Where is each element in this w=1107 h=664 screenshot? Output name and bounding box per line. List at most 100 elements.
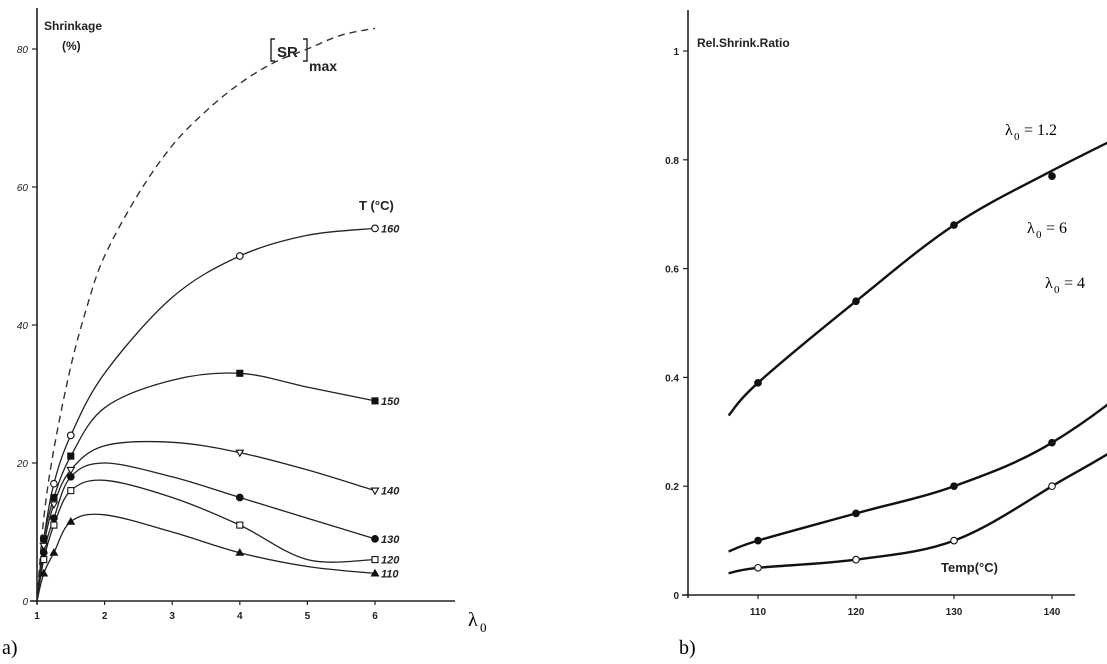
panel-a-x-label-text: λ bbox=[468, 609, 478, 631]
panel-a-y-ticks: 0 20 40 60 80 bbox=[16, 45, 37, 608]
series-marker-110 bbox=[66, 517, 76, 525]
max-shrinkage-curve bbox=[36, 27, 376, 602]
series-label-lambda-1-2-symbol: λ bbox=[1005, 122, 1013, 139]
series-marker-150 bbox=[67, 452, 75, 460]
panel-b-x-label: Temp(°C) bbox=[941, 560, 998, 575]
b-series-marker-0 bbox=[950, 221, 958, 229]
series-marker-130 bbox=[50, 514, 58, 523]
series-marker-160 bbox=[50, 479, 58, 488]
series-marker-120 bbox=[371, 556, 379, 564]
max-bracket-right bbox=[303, 38, 308, 62]
panel-a-x-label: λ 0 bbox=[468, 609, 487, 635]
b-series-line-0 bbox=[727, 141, 1107, 417]
series-marker-130 bbox=[39, 548, 48, 557]
a-y-tick-label: 80 bbox=[17, 45, 29, 56]
series-label-lambda-6: λ 0 = 6 bbox=[1027, 220, 1067, 241]
a-x-tick-label: 2 bbox=[102, 611, 108, 622]
series-marker-110 bbox=[370, 568, 380, 577]
series-marker-160 bbox=[66, 431, 75, 440]
a-x-tick-label: 1 bbox=[34, 611, 40, 622]
panel-b-curves bbox=[727, 141, 1107, 575]
series-label-lambda-1-2-value: = 1.2 bbox=[1024, 122, 1057, 139]
max-curve-label: SR max bbox=[270, 38, 337, 74]
b-series-marker-1 bbox=[1048, 438, 1056, 447]
series-marker-130 bbox=[371, 535, 379, 543]
b-series-marker-2 bbox=[852, 555, 860, 564]
series-label-120: 120 bbox=[381, 555, 400, 567]
b-series-marker-1 bbox=[950, 482, 958, 491]
b-x-tick-label: 110 bbox=[750, 607, 767, 618]
a-y-tick-label: 60 bbox=[17, 183, 29, 194]
panel-a-y-unit: (%) bbox=[62, 39, 81, 53]
series-marker-130 bbox=[66, 472, 75, 481]
series-label-130: 130 bbox=[381, 534, 400, 546]
b-series-marker-0 bbox=[852, 297, 860, 306]
b-y-tick-label: 0.6 bbox=[665, 265, 679, 276]
series-marker-120 bbox=[50, 521, 58, 529]
panel-a: 0 20 40 60 80 1 2 3 4 5 6 Shrinkage (%) SR max T … bbox=[2, 8, 487, 659]
max-curve-label-text: SR bbox=[277, 44, 298, 61]
a-y-tick-label: 40 bbox=[17, 321, 29, 332]
a-x-tick-label: 6 bbox=[372, 611, 378, 622]
a-x-tick-label: 4 bbox=[237, 611, 243, 622]
series-label-160: 160 bbox=[381, 223, 400, 235]
series-label-lambda-1-2-sub: 0 bbox=[1014, 131, 1020, 143]
series-marker-110 bbox=[49, 548, 59, 556]
b-series-marker-0 bbox=[754, 378, 762, 387]
b-x-tick-label: 120 bbox=[848, 607, 865, 618]
panel-b-y-label: Rel.Shrink.Ratio bbox=[697, 36, 790, 50]
a-x-tick-label: 3 bbox=[169, 611, 175, 622]
max-bracket-left bbox=[270, 38, 275, 62]
panel-a-x-ticks: 1 2 3 4 5 6 bbox=[34, 601, 378, 622]
panel-a-curves bbox=[36, 27, 376, 602]
series-marker-120 bbox=[67, 487, 75, 495]
b-series-marker-1 bbox=[754, 536, 762, 545]
series-marker-150 bbox=[371, 397, 379, 405]
series-label-lambda-6-sub: 0 bbox=[1036, 229, 1042, 241]
panel-b-y-ticks: 0 0.2 0.4 0.6 0.8 1 bbox=[665, 47, 688, 602]
b-y-tick-label: 0.8 bbox=[665, 156, 679, 167]
series-line-150 bbox=[36, 372, 376, 602]
b-series-marker-1 bbox=[852, 509, 860, 518]
series-marker-130 bbox=[235, 493, 244, 502]
b-series-marker-2 bbox=[754, 563, 762, 572]
series-marker-150 bbox=[236, 369, 244, 377]
panel-a-y-label: Shrinkage bbox=[44, 19, 102, 33]
panel-b-x-ticks: 110120130140150 bbox=[750, 595, 1061, 618]
series-marker-110 bbox=[39, 568, 49, 577]
series-label-lambda-6-symbol: λ bbox=[1027, 220, 1035, 237]
b-y-tick-label: 0 bbox=[673, 591, 679, 602]
series-label-lambda-4-sub: 0 bbox=[1054, 284, 1060, 296]
series-marker-120 bbox=[40, 556, 48, 564]
b-y-tick-label: 0.2 bbox=[665, 482, 679, 493]
series-label-lambda-4: λ 0 = 4 bbox=[1045, 275, 1085, 296]
max-curve-label-sub: max bbox=[309, 58, 337, 74]
series-line-110 bbox=[36, 513, 376, 602]
series-line-120 bbox=[36, 479, 376, 602]
series-marker-160 bbox=[371, 224, 379, 233]
series-marker-110 bbox=[235, 548, 245, 556]
series-label-lambda-1-2: λ 0 = 1.2 bbox=[1005, 122, 1057, 143]
series-line-140 bbox=[36, 440, 376, 602]
b-series-line-2 bbox=[728, 453, 1107, 575]
series-label-110: 110 bbox=[381, 568, 399, 580]
series-label-lambda-4-symbol: λ bbox=[1045, 275, 1053, 292]
b-series-marker-0 bbox=[1048, 172, 1056, 180]
series-marker-140 bbox=[235, 449, 245, 458]
series-marker-150 bbox=[50, 493, 58, 502]
series-label-lambda-6-value: = 6 bbox=[1046, 220, 1067, 237]
a-y-tick-label: 0 bbox=[22, 597, 28, 608]
series-marker-140 bbox=[66, 466, 76, 475]
series-marker-140 bbox=[49, 501, 59, 509]
series-marker-160 bbox=[235, 252, 244, 260]
series-line-130 bbox=[36, 462, 376, 602]
a-x-tick-label: 5 bbox=[305, 611, 311, 622]
panel-label-a: a) bbox=[2, 637, 18, 659]
series-marker-120 bbox=[236, 521, 244, 529]
series-label-140: 140 bbox=[381, 486, 400, 498]
series-marker-150 bbox=[40, 535, 48, 543]
series-label-lambda-4-value: = 4 bbox=[1064, 275, 1085, 292]
panel-b-markers bbox=[754, 172, 1056, 572]
